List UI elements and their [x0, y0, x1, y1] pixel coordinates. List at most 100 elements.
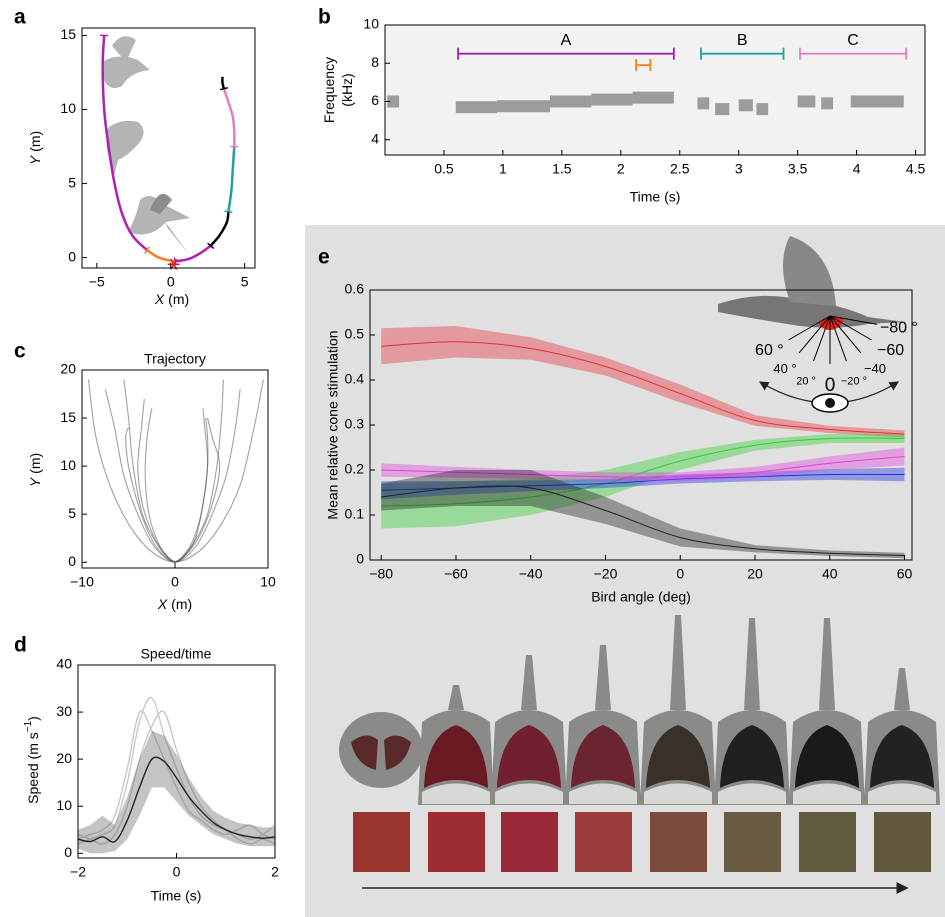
line — [174, 379, 224, 563]
y-tick-label: 0.5 — [345, 326, 365, 342]
y-tick-label: 10 — [60, 100, 76, 116]
head-image — [795, 725, 859, 788]
x-tick-label: 5 — [241, 274, 249, 290]
line — [221, 76, 226, 90]
angle-ray — [798, 315, 831, 354]
head-image — [894, 668, 910, 710]
error-band — [381, 470, 905, 559]
color-swatch — [501, 812, 558, 872]
x-tick-label: 2.5 — [670, 161, 690, 177]
color-swatch — [428, 812, 485, 872]
y-tick-label: 0 — [356, 551, 364, 567]
syllable — [387, 95, 400, 108]
y-axis-label: Y (m) — [27, 131, 43, 165]
x-tick-label: 10 — [260, 574, 276, 590]
color-swatch — [799, 812, 856, 872]
panel-letter: a — [14, 6, 26, 29]
angle-ray — [829, 315, 872, 341]
syllable — [550, 95, 592, 108]
x-tick-label: −60 — [444, 566, 468, 582]
head-image — [571, 725, 635, 788]
y-tick-label: 20 — [56, 750, 72, 766]
segment-tick — [219, 87, 229, 91]
color-swatch — [353, 812, 410, 872]
y-tick-label: 0.4 — [345, 371, 365, 387]
syllable — [591, 93, 633, 106]
line — [125, 427, 176, 563]
y-tick-label: 8 — [371, 54, 379, 70]
angle-label: −80 ° — [880, 319, 918, 336]
x-tick-label: 1.5 — [552, 161, 572, 177]
line — [77, 697, 276, 845]
angle-ray — [788, 315, 831, 341]
y-axis-label: Y (m) — [27, 453, 43, 487]
x-tick-label: −20 — [594, 566, 618, 582]
line — [87, 379, 176, 563]
y-tick-label: 0.2 — [345, 461, 365, 477]
head-image — [595, 645, 611, 710]
line — [174, 418, 209, 563]
bracket-label: B — [737, 32, 748, 49]
syllable — [797, 95, 816, 108]
spectrogram-background — [385, 25, 925, 155]
x-axis-label: X (m) — [154, 291, 189, 307]
y-axis-label-part: Y — [27, 476, 43, 487]
syllable — [455, 101, 498, 114]
color-swatch — [874, 812, 931, 872]
line — [174, 244, 212, 263]
color-swatch — [650, 812, 707, 872]
line — [381, 485, 905, 556]
bird-inset — [718, 236, 905, 413]
syllable — [697, 97, 710, 110]
syllable — [497, 100, 551, 113]
head-image — [644, 783, 712, 804]
y-tick-label: 0.1 — [345, 506, 365, 522]
x-axis-label-part: (m) — [168, 291, 189, 307]
y-tick-label: 40 — [56, 656, 72, 672]
y-tick-label: 0.3 — [345, 416, 365, 432]
panel-letter: e — [318, 246, 330, 269]
x-tick-label: −10 — [70, 574, 94, 590]
y-tick-label: 10 — [56, 797, 72, 813]
x-tick-label: 2 — [271, 864, 279, 880]
x-tick-label: 0 — [167, 274, 175, 290]
line — [146, 249, 176, 263]
head-image — [497, 725, 561, 788]
head-image — [339, 712, 423, 788]
x-axis-label-part: (m) — [171, 596, 192, 612]
angle-ray — [813, 315, 831, 362]
x-tick-label: 0 — [676, 566, 684, 582]
x-tick-label: 0 — [173, 864, 181, 880]
angle-label: −40 — [864, 361, 886, 376]
y-tick-label: 10 — [363, 16, 379, 32]
head-image — [870, 725, 934, 788]
line — [104, 389, 176, 563]
angle-label: 60 ° — [755, 342, 784, 359]
y-axis-label-part: ) — [25, 716, 41, 721]
x-tick-label: 3 — [735, 161, 743, 177]
segment-tick — [144, 246, 150, 254]
line — [174, 408, 209, 563]
syllable — [632, 91, 674, 104]
y-tick-label: 0.6 — [345, 281, 365, 297]
syllable — [756, 103, 769, 116]
syllable — [850, 95, 904, 108]
y-axis-label-part: (m) — [27, 453, 43, 474]
y-tick-label: 15 — [60, 409, 76, 425]
syllable — [821, 97, 834, 110]
x-tick-label: 4.5 — [906, 161, 926, 177]
chart-title: Trajectory — [144, 351, 206, 367]
x-tick-label: −80 — [369, 566, 393, 582]
plot-frame — [81, 369, 269, 569]
x-tick-label: −2 — [70, 864, 86, 880]
angle-ray — [829, 315, 878, 325]
line — [209, 211, 230, 247]
y-tick-label: 5 — [68, 174, 76, 190]
y-tick-label: 4 — [371, 130, 379, 146]
bracket-label: A — [561, 32, 572, 49]
x-tick-label: 1 — [499, 161, 507, 177]
angle-label: 0 — [825, 375, 836, 396]
line — [381, 341, 905, 435]
y-axis-label: Speed (m s−1) — [23, 716, 41, 804]
